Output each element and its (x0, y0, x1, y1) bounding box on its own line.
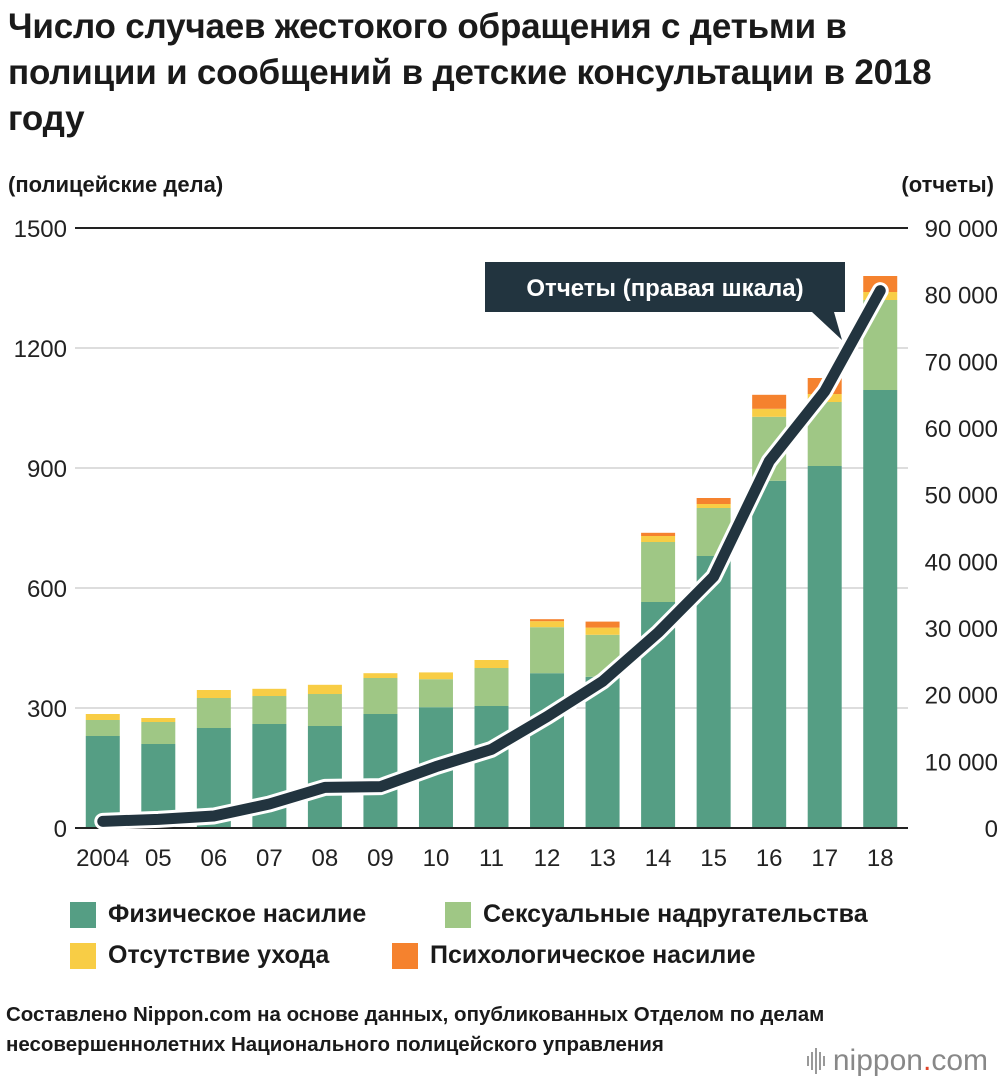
right-tick-label: 60 000 (925, 416, 998, 443)
bar-psychological (585, 621, 620, 628)
legend-swatch-psychological (392, 942, 418, 969)
right-tick-label: 10 000 (925, 749, 998, 776)
bar-sexual (418, 679, 453, 708)
bar-neglect (196, 690, 231, 698)
bar-physical (807, 466, 842, 828)
legend-item-psychological: Психологическое насилие (392, 941, 756, 970)
legend-swatch-neglect (70, 942, 96, 969)
bar-sexual (641, 542, 676, 602)
bar-psychological (696, 498, 731, 504)
right-tick-label: 50 000 (925, 483, 998, 510)
bar-neglect (252, 688, 287, 696)
right-tick-label: 40 000 (925, 549, 998, 576)
bar-sexual (196, 698, 231, 728)
callout-pointer (812, 312, 842, 340)
x-tick-label: 2004 (76, 845, 129, 872)
bar-neglect (85, 714, 120, 720)
x-tick-label: 08 (312, 845, 339, 872)
left-tick-label: 300 (27, 696, 67, 723)
chart-canvas: 0 300 600 900 1200 1500 0 10 000 20 000 30 000 40 … (14, 216, 998, 872)
bar-sexual (307, 694, 342, 726)
x-tick-label: 10 (423, 845, 450, 872)
bar-sexual (474, 668, 509, 706)
x-tick-label: 12 (534, 845, 561, 872)
reports-line (97, 285, 886, 827)
bar-neglect (641, 536, 676, 542)
x-tick-label: 05 (145, 845, 172, 872)
x-tick-label: 15 (700, 845, 727, 872)
legend-label-psychological: Психологическое насилие (430, 941, 756, 969)
bar-physical (696, 556, 731, 828)
left-tick-label: 600 (27, 576, 67, 603)
x-tick-label: 14 (645, 845, 672, 872)
right-tick-label: 70 000 (925, 349, 998, 376)
left-tick-label: 1200 (14, 336, 67, 363)
x-tick-label: 11 (479, 845, 504, 872)
left-axis-caption: (полицейские дела) (8, 172, 224, 197)
x-tick-label: 17 (811, 845, 838, 872)
right-tick-label: 90 000 (925, 216, 998, 243)
left-tick-label: 1500 (14, 216, 67, 243)
bar-neglect (530, 621, 565, 628)
legend-item-physical: Физическое насилие (70, 900, 366, 929)
left-tick-label: 0 (54, 816, 67, 843)
bar-sexual (530, 627, 565, 674)
x-tick-label: 16 (756, 845, 783, 872)
bar-neglect (474, 660, 509, 668)
right-tick-label: 30 000 (925, 616, 998, 643)
bar-physical (585, 676, 620, 828)
bar-neglect (307, 684, 342, 694)
source-note: Составлено Nippon.com на основе данных, … (6, 1003, 825, 1056)
legend-label-sexual: Сексуальные надругательства (483, 900, 868, 928)
logo-suffix: com (931, 1044, 988, 1077)
bar-physical (363, 714, 398, 828)
bar-sexual (141, 722, 176, 744)
x-tick-label: 09 (367, 845, 394, 872)
bar-physical (752, 480, 787, 828)
bar-neglect (585, 627, 620, 635)
right-axis-caption: (отчеты) (901, 172, 994, 197)
right-tick-label: 0 (985, 816, 998, 843)
bar-psychological (641, 532, 676, 536)
logo-mark-icon (806, 1048, 825, 1074)
bar-physical (307, 726, 342, 828)
callout-label: Отчеты (правая шкала) (526, 275, 803, 302)
logo-dot: . (922, 1044, 932, 1077)
chart-title: Число случаев жестокого обращения с деть… (8, 7, 932, 138)
legend-swatch-physical (70, 901, 96, 928)
left-tick-label: 900 (27, 456, 67, 483)
bar-neglect (696, 504, 731, 508)
bar-psychological (530, 619, 565, 622)
legend-label-physical: Физическое насилие (108, 900, 367, 928)
bar-physical (474, 706, 509, 828)
legend-item-sexual: Сексуальные надругательства (445, 900, 868, 929)
legend-item-neglect: Отсутствие ухода (70, 941, 329, 970)
x-tick-label: 07 (256, 845, 283, 872)
bar-neglect (363, 673, 398, 678)
right-tick-label: 80 000 (925, 283, 998, 310)
legend-label-neglect: Отсутствие ухода (108, 941, 330, 969)
bar-sexual (363, 678, 398, 714)
x-tick-label: 06 (200, 845, 227, 872)
bar-physical (863, 390, 898, 828)
x-tick-label: 13 (589, 845, 616, 872)
x-tick-label: 18 (867, 845, 894, 872)
bar-sexual (252, 696, 287, 724)
bar-physical (530, 673, 565, 828)
bar-neglect (141, 718, 176, 722)
right-tick-label: 20 000 (925, 683, 998, 710)
bar-psychological (752, 394, 787, 409)
legend-swatch-sexual (445, 901, 471, 928)
bar-neglect (418, 672, 453, 680)
logo-text: nippon (832, 1044, 923, 1077)
bar-sexual (85, 720, 120, 736)
nippon-logo: nippon. com (806, 1044, 988, 1078)
callout-box (485, 262, 845, 312)
bar-neglect (752, 408, 787, 417)
